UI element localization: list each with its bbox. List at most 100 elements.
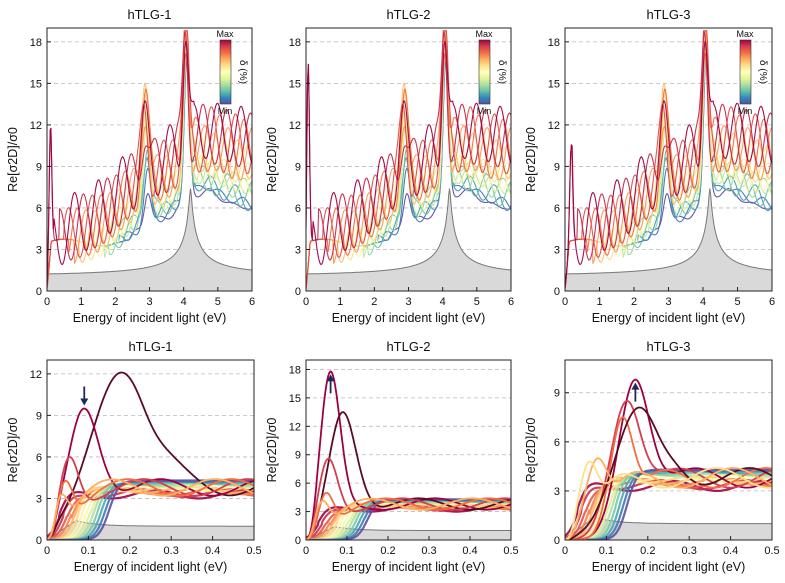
x-tick-label: 2	[371, 296, 377, 308]
baseline-curve	[306, 526, 511, 540]
y-axis-label: Re[σ2D]/σ0	[524, 418, 538, 483]
series-line	[565, 460, 772, 540]
y-axis-label: Re[σ2D]/σ0	[265, 418, 279, 483]
baseline-curve	[565, 188, 772, 278]
baseline-fill	[565, 188, 772, 291]
y-tick-label: 0	[554, 286, 560, 298]
x-axis-label: Energy of incident light (eV)	[332, 311, 486, 325]
colorbar-title: δ (%)	[757, 60, 768, 84]
y-tick-label: 9	[36, 410, 42, 422]
colorbar-min-label: Min	[218, 106, 233, 116]
y-tick-label: 6	[295, 478, 301, 490]
x-tick-label: 3	[665, 296, 671, 308]
x-tick-label: 5	[734, 296, 740, 308]
colorbar	[739, 39, 752, 105]
x-tick-label: 0	[303, 545, 309, 557]
colorbar-max-label: Max	[216, 29, 234, 39]
y-tick-label: 6	[295, 203, 301, 215]
y-tick-label: 9	[295, 161, 301, 173]
series-line	[306, 40, 511, 266]
y-tick-label: 0	[295, 286, 301, 298]
series-line	[306, 30, 511, 289]
y-tick-label: 6	[554, 437, 560, 449]
x-tick-label: 4	[700, 296, 706, 308]
x-tick-label: 0.2	[640, 545, 655, 557]
y-tick-label: 12	[30, 369, 42, 381]
chart-bot-3: 0 0.1 0.2 0.3 0.4 0.5 0 3 6 9 hTLG-3 Energy of inci…	[524, 339, 780, 574]
series-line	[565, 475, 772, 540]
series-line	[306, 53, 511, 289]
y-tick-label: 18	[289, 364, 301, 376]
colorbar	[219, 39, 232, 105]
x-tick-label: 0.4	[462, 545, 477, 557]
x-tick-label: 0.1	[599, 545, 614, 557]
x-tick-label: 0.3	[682, 545, 697, 557]
plot-area	[47, 371, 254, 540]
baseline-curve	[47, 188, 252, 278]
chart-bot-2: 0 0.1 0.2 0.3 0.4 0.5 0 3 6 9 12 15 18 hTLG-2 Energy o…	[265, 339, 519, 574]
y-tick-label: 6	[36, 203, 42, 215]
y-tick-label: 6	[554, 203, 560, 215]
x-tick-label: 0.1	[81, 545, 96, 557]
series-line	[306, 31, 511, 261]
y-tick-label: 9	[36, 161, 42, 173]
x-tick-label: 4	[181, 296, 187, 308]
chart-title: hTLG-1	[127, 7, 171, 22]
y-tick-label: 15	[289, 78, 301, 90]
y-axis-label: Re[σ2D]/σ0	[524, 127, 538, 192]
series-line	[565, 416, 772, 540]
x-tick-label: 6	[508, 296, 514, 308]
x-tick-label: 3	[146, 296, 152, 308]
series-line	[306, 502, 511, 540]
x-tick-label: 1	[596, 296, 602, 308]
series-line	[47, 40, 252, 287]
series-line	[47, 53, 252, 289]
y-tick-label: 12	[289, 421, 301, 433]
axes-frame	[46, 359, 255, 541]
y-tick-label: 15	[30, 78, 42, 90]
y-tick-label: 0	[295, 535, 301, 547]
colorbar-title: δ (%)	[237, 60, 248, 84]
baseline-fill	[47, 188, 252, 291]
x-tick-label: 0	[562, 545, 568, 557]
series-line	[47, 456, 254, 540]
y-tick-label: 3	[554, 486, 560, 498]
x-axis-label: Energy of incident light (eV)	[592, 311, 746, 325]
series-line	[306, 457, 511, 540]
x-tick-label: 3	[405, 296, 411, 308]
x-tick-label: 0.5	[503, 545, 518, 557]
x-tick-label: 0.1	[339, 545, 354, 557]
x-tick-label: 0.5	[246, 545, 261, 557]
series-line	[306, 497, 511, 540]
y-tick-label: 3	[295, 244, 301, 256]
chart-title: hTLG-2	[386, 339, 430, 354]
series-line	[565, 457, 772, 540]
colorbar	[478, 39, 491, 105]
plot-area	[565, 29, 772, 291]
x-tick-label: 0.3	[164, 545, 179, 557]
chart-title: hTLG-3	[646, 7, 690, 22]
x-tick-label: 0.4	[205, 545, 220, 557]
axes-frame	[564, 359, 773, 541]
arrow-head	[80, 398, 89, 406]
x-tick-label: 0	[44, 545, 50, 557]
x-axis-label: Energy of incident light (eV)	[332, 560, 486, 574]
series-line	[47, 478, 254, 540]
baseline-curve	[306, 188, 511, 278]
series-line	[47, 485, 254, 540]
y-tick-label: 0	[554, 535, 560, 547]
baseline-curve	[47, 520, 254, 540]
x-tick-label: 0.4	[723, 545, 738, 557]
y-tick-label: 18	[548, 37, 560, 49]
x-tick-label: 1	[78, 296, 84, 308]
x-axis-label: Energy of incident light (eV)	[592, 560, 746, 574]
arrow-head	[326, 374, 335, 382]
x-tick-label: 0.2	[380, 545, 395, 557]
baseline-fill	[306, 188, 511, 291]
y-tick-label: 15	[289, 393, 301, 405]
x-tick-label: 4	[440, 296, 446, 308]
series-line	[47, 30, 252, 289]
y-tick-label: 3	[554, 244, 560, 256]
